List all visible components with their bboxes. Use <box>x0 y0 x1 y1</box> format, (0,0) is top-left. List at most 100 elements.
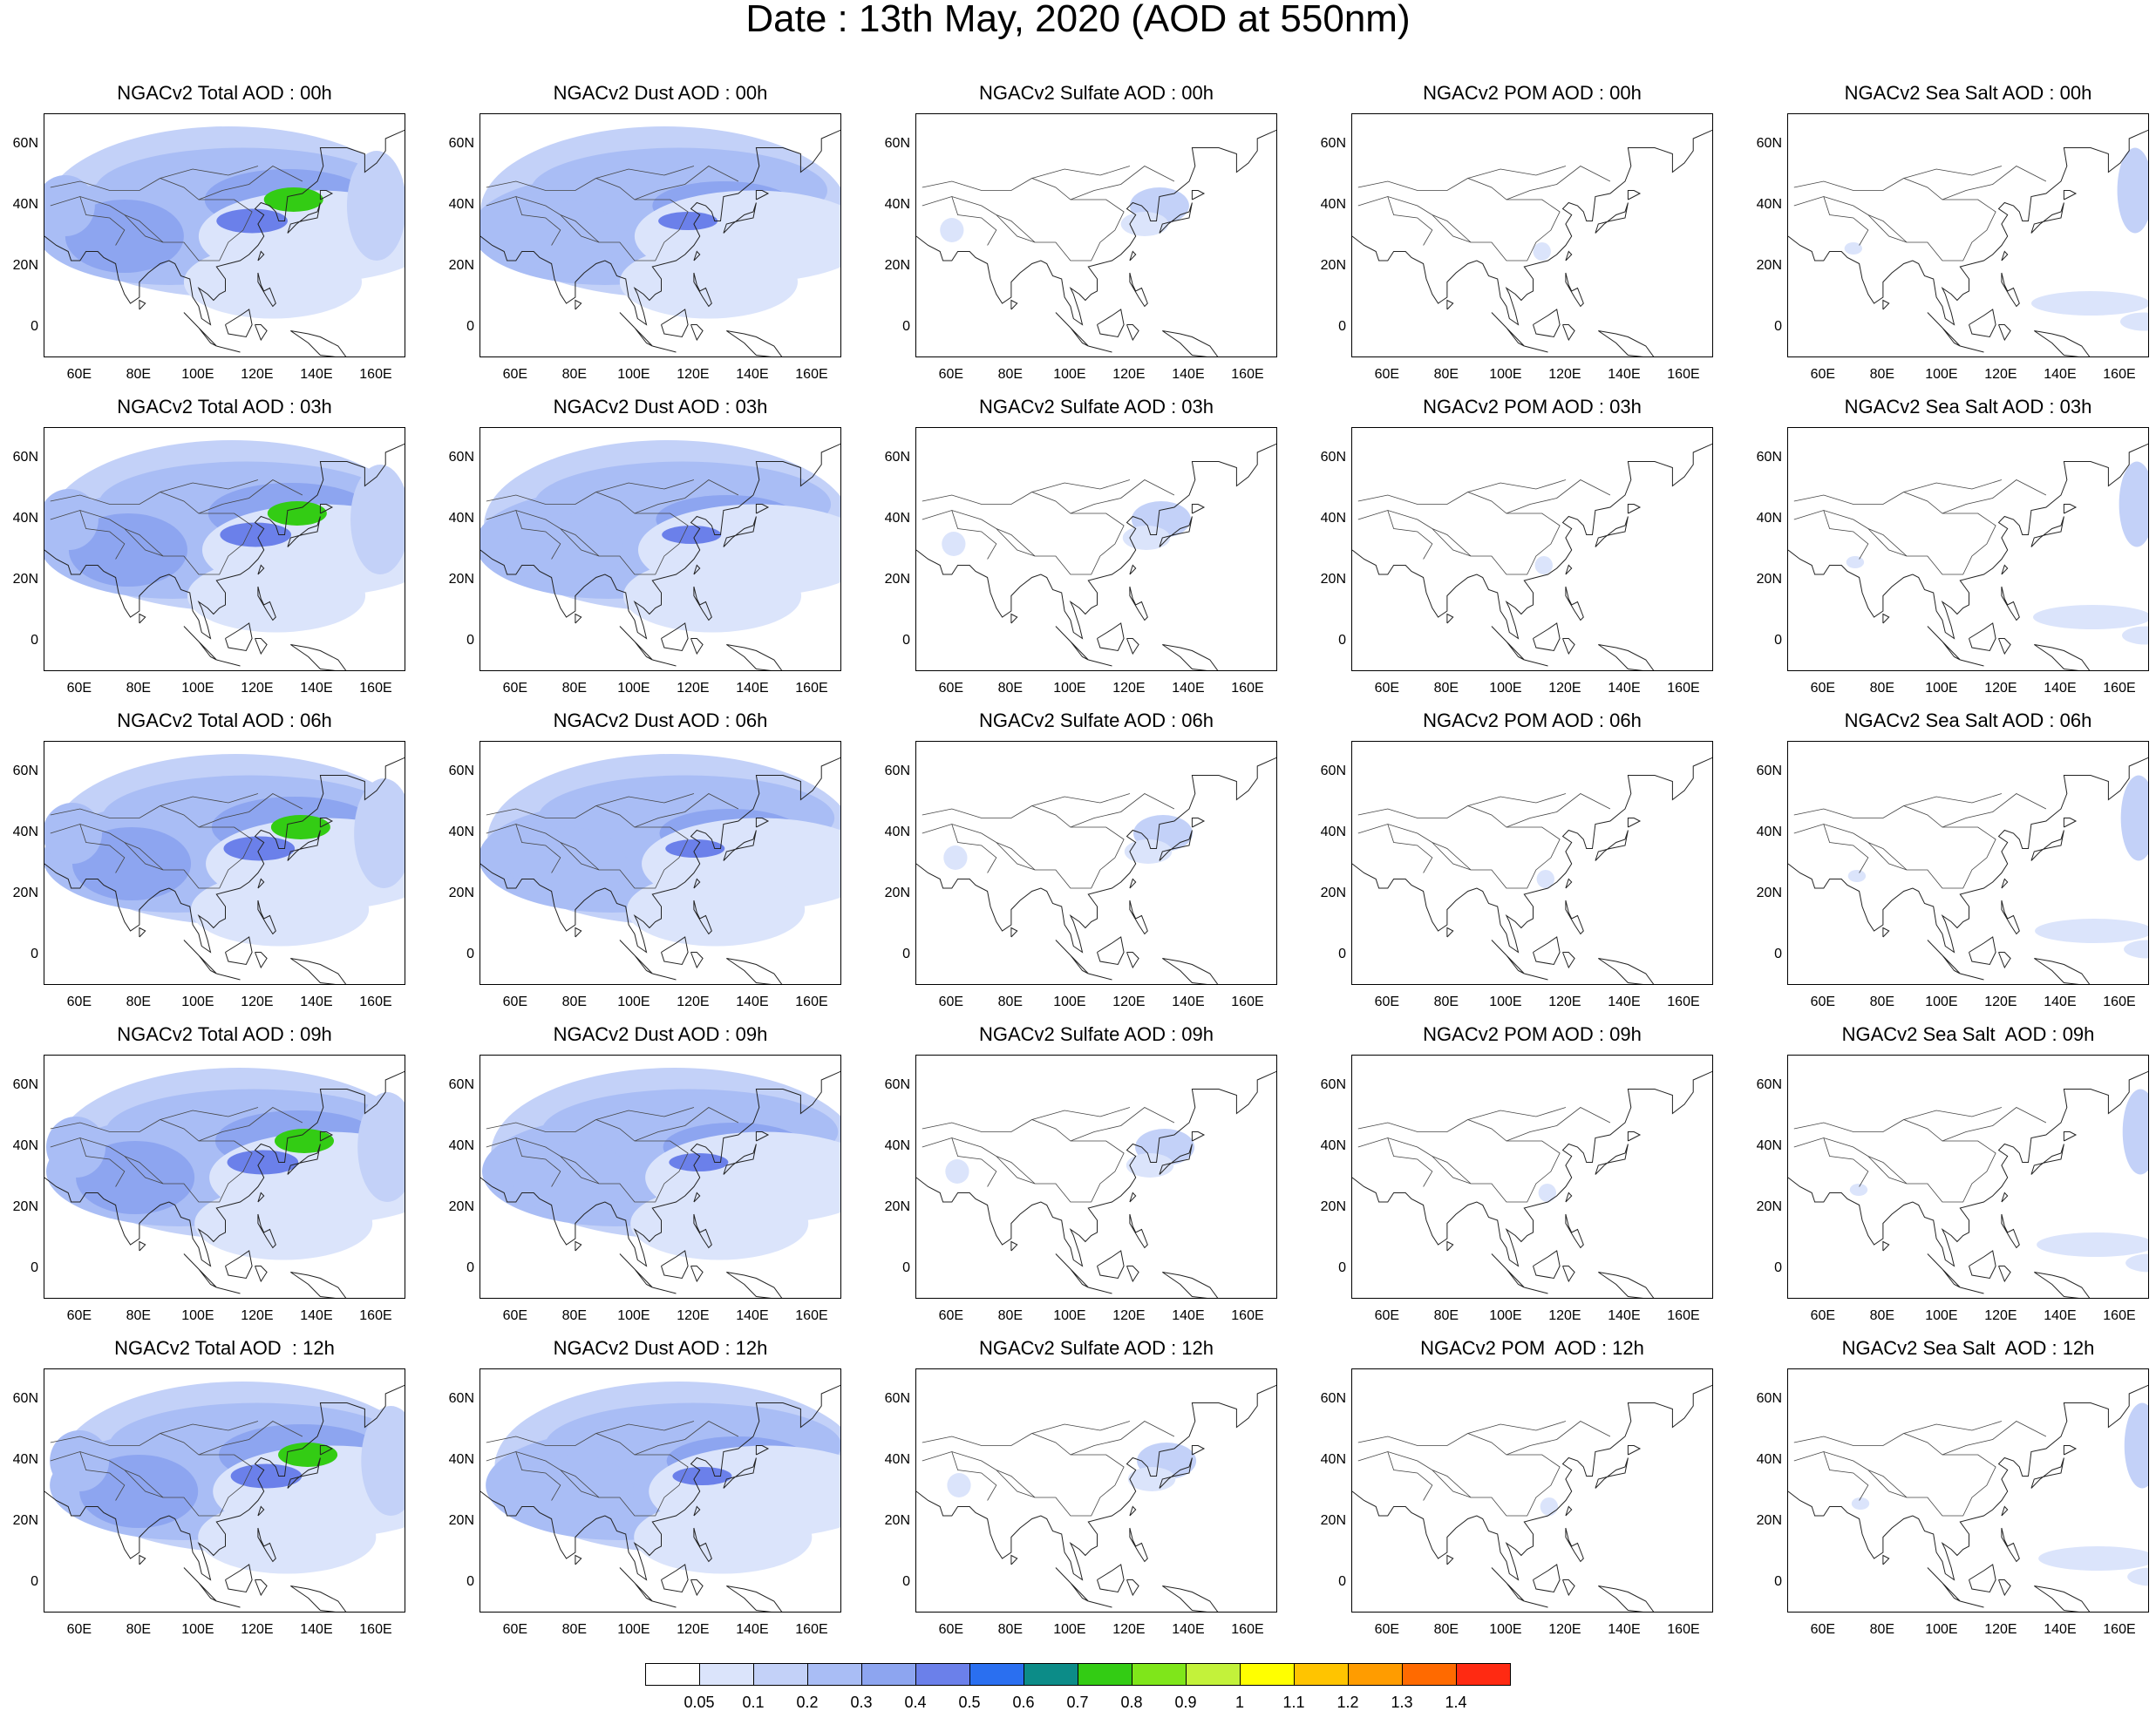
country-border <box>922 1119 1125 1203</box>
lon-tick-label: 160E <box>795 995 828 1009</box>
island-outline <box>693 878 701 889</box>
lon-tick-label: 60E <box>1374 367 1400 382</box>
island-outline <box>2063 190 2078 200</box>
aod-field-area <box>2122 1089 2148 1175</box>
country-border <box>1793 178 1996 261</box>
lon-tick-label: 140E <box>1608 1622 1641 1637</box>
lat-tick-label: 40N <box>1756 511 1782 526</box>
lon-tick-label: 140E <box>2044 367 2077 382</box>
lat-tick-label: 20N <box>12 1199 38 1214</box>
lon-tick-label: 80E <box>561 681 588 696</box>
country-border <box>922 178 1125 261</box>
lon-tick-label: 160E <box>2103 1308 2136 1323</box>
island-outline <box>1533 1564 1561 1593</box>
country-border <box>560 1470 600 1498</box>
island-outline <box>1595 1457 1629 1489</box>
map-panel <box>479 113 841 357</box>
aod-field-area <box>512 1141 631 1214</box>
aod-field-area <box>194 1186 373 1260</box>
aod-field-area <box>50 1430 110 1491</box>
lon-tick-label: 140E <box>1608 681 1641 696</box>
lat-tick-label: 20N <box>884 572 910 587</box>
country-border <box>1070 1421 1175 1456</box>
country-border <box>595 1107 695 1120</box>
map-panel <box>915 1368 1277 1613</box>
island-outline <box>1524 1287 1548 1294</box>
island-outline <box>2001 1213 2020 1249</box>
island-outline <box>1960 973 1984 981</box>
coastline <box>480 757 840 954</box>
island-outline <box>1010 299 1018 310</box>
island-outline <box>1627 1445 1642 1456</box>
island-outline <box>1129 586 1148 621</box>
panel-title: NGACv2 POM AOD : 12h <box>1420 1337 1644 1359</box>
country-border <box>124 214 164 243</box>
country-border <box>1357 492 1561 575</box>
lon-tick-label: 160E <box>2103 681 2136 696</box>
lon-tick-label: 160E <box>1667 1622 1700 1637</box>
island-outline <box>257 250 265 261</box>
coastline <box>1788 757 2148 954</box>
lat-tick-label: 0 <box>1774 1574 1782 1589</box>
country-border <box>1793 805 1996 889</box>
aod-field-area <box>44 175 95 236</box>
lon-tick-label: 100E <box>181 995 214 1009</box>
lat-tick-label: 20N <box>1756 1199 1782 1214</box>
island-outline <box>1533 1250 1561 1280</box>
country-border <box>996 528 1036 557</box>
island-outline <box>1565 1527 1584 1563</box>
map-svg <box>916 443 1276 670</box>
coastline <box>1352 129 1712 326</box>
island-outline <box>1595 516 1629 547</box>
country-border <box>1387 1137 1433 1187</box>
lon-tick-label: 100E <box>1489 1622 1522 1637</box>
island-outline <box>1446 299 1454 310</box>
island-outline <box>690 1266 704 1283</box>
island-outline <box>287 1144 321 1175</box>
island-outline <box>216 659 241 667</box>
country-border <box>1357 805 1561 889</box>
lat-tick-label: 0 <box>31 319 38 334</box>
island-outline <box>1159 830 1193 861</box>
island-outline <box>1129 900 1148 935</box>
lat-tick-label: 60N <box>884 1391 910 1406</box>
island-outline <box>1159 1144 1193 1175</box>
aod-field-area <box>1534 556 1553 574</box>
lon-tick-label: 120E <box>241 1308 274 1323</box>
map-svg <box>1788 757 2148 984</box>
country-border <box>1432 214 1472 243</box>
lat-tick-label: 40N <box>1320 1452 1346 1467</box>
coastline <box>916 1070 1276 1267</box>
island-outline <box>1969 1250 1996 1280</box>
lon-tick-label: 120E <box>677 1622 710 1637</box>
island-outline <box>1129 1527 1148 1563</box>
lat-tick-label: 40N <box>448 1452 474 1467</box>
colorbar-label: 1.1 <box>1282 1694 1305 1711</box>
aod-field-area <box>361 1406 405 1516</box>
lon-tick-label: 100E <box>1053 1622 1086 1637</box>
lon-tick-label: 100E <box>617 995 650 1009</box>
country-border <box>1793 492 1996 575</box>
lon-tick-label: 140E <box>736 995 769 1009</box>
island-outline <box>1491 626 1525 661</box>
island-outline <box>2001 272 2020 308</box>
country-border <box>951 1137 997 1187</box>
panel-title: NGACv2 Sea Salt AOD : 09h <box>1841 1023 2095 1045</box>
lon-tick-label: 160E <box>795 367 828 382</box>
lon-tick-label: 160E <box>1231 1622 1264 1637</box>
island-outline <box>693 586 712 621</box>
island-outline <box>1882 1554 1890 1565</box>
aod-field-area <box>278 1443 338 1467</box>
lon-tick-label: 100E <box>617 1308 650 1323</box>
lat-tick-label: 60N <box>1756 450 1782 465</box>
lon-tick-label: 80E <box>1433 367 1459 382</box>
country-border <box>124 842 164 871</box>
lon-tick-label: 100E <box>1489 1308 1522 1323</box>
island-outline <box>319 504 334 514</box>
island-outline <box>290 1585 347 1612</box>
coastline <box>916 443 1276 640</box>
country-border <box>560 842 600 871</box>
lat-tick-label: 20N <box>1320 1199 1346 1214</box>
lon-tick-label: 160E <box>359 995 392 1009</box>
map-panel <box>1787 1055 2149 1299</box>
